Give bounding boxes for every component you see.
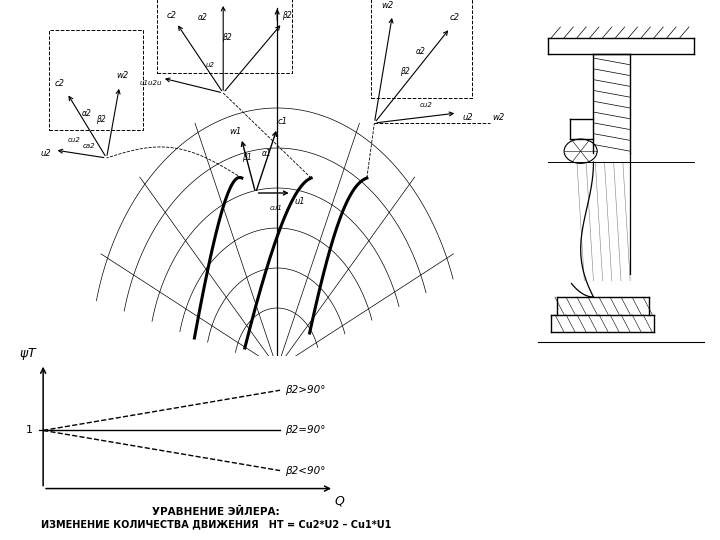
Text: $\psi T$: $\psi T$ (19, 346, 37, 362)
Text: β1: β1 (242, 153, 252, 163)
Text: УРАВНЕНИЕ ЭЙЛЕРА:: УРАВНЕНИЕ ЭЙЛЕРА: (152, 507, 280, 517)
Text: u2: u2 (463, 113, 473, 123)
Text: w2: w2 (381, 1, 394, 10)
Text: β2>90°: β2>90° (286, 385, 326, 395)
Text: β2<90°: β2<90° (286, 465, 326, 476)
Text: cu2: cu2 (420, 102, 433, 108)
Text: c2: c2 (166, 10, 176, 19)
Text: ИЗМЕНЕНИЕ КОЛИЧЕСТВА ДВИЖЕНИЯ   HТ = Cu2*U2 – Cu1*U1: ИЗМЕНЕНИЕ КОЛИЧЕСТВА ДВИЖЕНИЯ HТ = Cu2*U… (41, 519, 391, 530)
Text: u1u2u: u1u2u (140, 80, 163, 86)
Text: β2: β2 (400, 66, 410, 76)
Text: cu1: cu1 (269, 205, 282, 211)
Text: w2: w2 (116, 71, 129, 80)
Text: u2: u2 (206, 62, 215, 68)
Text: β2=90°: β2=90° (286, 426, 326, 435)
Text: α2: α2 (198, 14, 208, 23)
Text: w1: w1 (229, 126, 242, 136)
Text: 1: 1 (26, 426, 32, 435)
Text: c2: c2 (55, 78, 65, 87)
Text: β2: β2 (282, 10, 292, 19)
Text: w2: w2 (492, 113, 505, 123)
Text: c2: c2 (450, 14, 460, 23)
Text: cu2: cu2 (68, 137, 81, 143)
Text: $Q$: $Q$ (333, 494, 345, 508)
Text: u2: u2 (40, 148, 50, 158)
Text: α2: α2 (81, 109, 91, 118)
Text: α1: α1 (261, 148, 271, 158)
Text: α2: α2 (416, 46, 426, 56)
Text: c1: c1 (278, 117, 288, 125)
Text: β2: β2 (96, 116, 106, 125)
Text: β2: β2 (222, 33, 232, 43)
Text: u1: u1 (295, 197, 305, 206)
Text: ca2: ca2 (82, 143, 95, 149)
